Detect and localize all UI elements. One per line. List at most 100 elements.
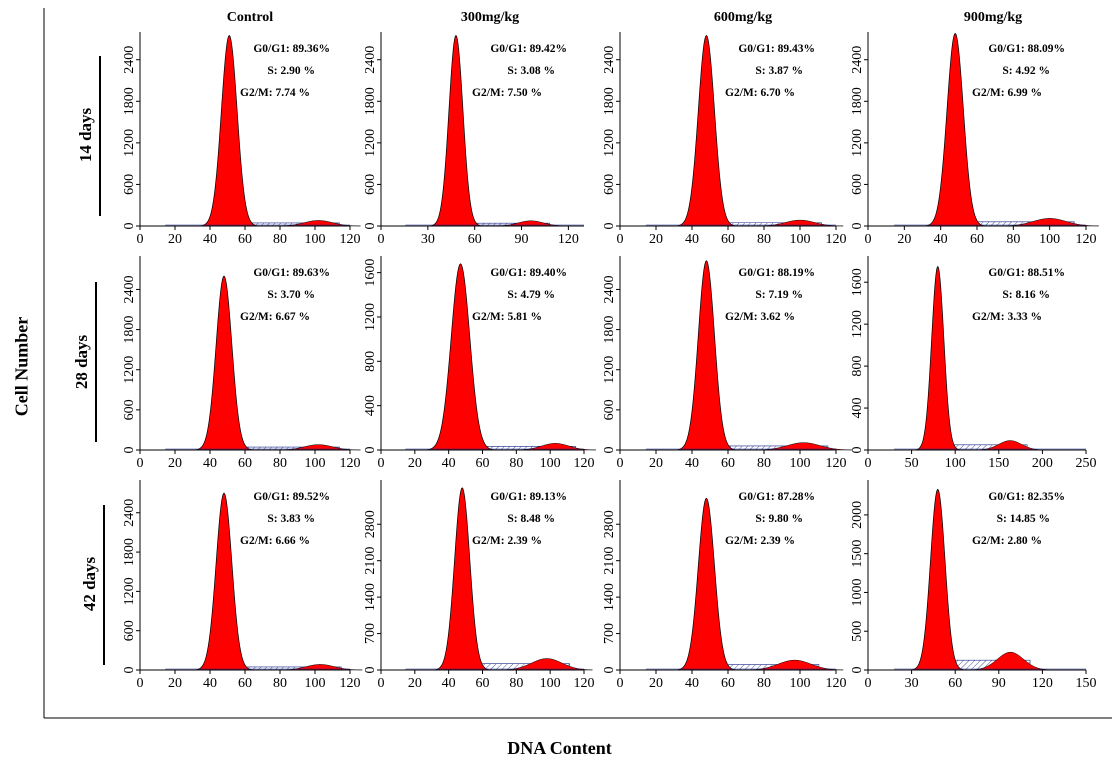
x-tick-label: 0: [865, 456, 872, 471]
y-tick-label: 0: [850, 223, 865, 230]
y-tick-label: 0: [122, 447, 137, 454]
column-header-900: 900mg/kg: [963, 10, 1023, 25]
x-tick-label: 40: [442, 456, 456, 471]
g2m-percent-label: G2/M: 6.66 %: [240, 535, 310, 547]
y-tick-label: 1200: [363, 303, 378, 331]
g2m-peak: [970, 651, 1050, 671]
y-tick-label: 0: [850, 667, 865, 674]
x-tick-label: 0: [137, 676, 144, 691]
g0g1-percent-label: G0/G1: 82.35%: [988, 491, 1065, 503]
histogram-42-days-300mg-kg: 0 20 40 60 80 100 120 0 700 1400 2100 2800 G0/G1: 89…: [363, 480, 595, 691]
g0g1-peak: [922, 32, 989, 227]
s-phase-percent-label: S: 3.83 %: [267, 513, 315, 525]
x-tick-label: 0: [617, 676, 624, 691]
x-tick-label: 0: [378, 232, 385, 247]
x-tick-label: 150: [988, 456, 1009, 471]
row-bar-28: [95, 282, 97, 442]
y-tick-label: 800: [363, 351, 378, 372]
y-tick-label: 0: [602, 667, 617, 674]
x-tick-label: 0: [617, 456, 624, 471]
y-tick-label: 1600: [850, 268, 865, 296]
x-tick-label: 0: [137, 456, 144, 471]
y-tick-label: 600: [122, 620, 137, 641]
y-tick-label: 600: [122, 174, 137, 195]
s-phase-percent-label: S: 3.70 %: [267, 289, 315, 301]
y-tick-label: 600: [602, 399, 617, 420]
y-tick-label: 1400: [602, 583, 617, 611]
g0g1-percent-label: G0/G1: 89.52%: [253, 491, 330, 503]
y-tick-label: 1800: [122, 87, 137, 115]
x-tick-label: 100: [790, 456, 811, 471]
g0g1-percent-label: G0/G1: 89.63%: [253, 267, 330, 279]
y-tick-label: 600: [850, 174, 865, 195]
x-tick-label: 120: [340, 232, 361, 247]
x-tick-label: 20: [649, 232, 663, 247]
g2m-peak: [276, 220, 361, 227]
y-tick-label: 2400: [122, 275, 137, 303]
x-tick-label: 80: [273, 232, 287, 247]
column-header-control: Control: [226, 10, 274, 25]
x-tick-label: 0: [865, 676, 872, 691]
x-tick-label: 100: [540, 676, 561, 691]
x-tick-label: 20: [897, 232, 911, 247]
x-tick-label: 20: [408, 676, 422, 691]
g0g1-percent-label: G0/G1: 88.19%: [738, 267, 815, 279]
x-tick-label: 120: [558, 232, 579, 247]
x-tick-label: 90: [515, 232, 529, 247]
x-tick-label: 40: [442, 676, 456, 691]
g0g1-peak: [422, 263, 499, 451]
y-tick-label: 2400: [602, 275, 617, 303]
y-tick-label: 1200: [122, 356, 137, 384]
row-bar-42: [103, 505, 105, 665]
y-tick-label: 1200: [602, 356, 617, 384]
x-tick-label: 40: [934, 232, 948, 247]
g2m-percent-label: G2/M: 7.74 %: [240, 87, 310, 99]
g0g1-peak: [673, 497, 740, 671]
x-tick-label: 60: [238, 676, 252, 691]
x-tick-label: 30: [421, 232, 435, 247]
x-tick-label: 80: [509, 676, 523, 691]
y-tick-label: 0: [363, 667, 378, 674]
g0g1-peak: [431, 487, 493, 671]
x-tick-label: 40: [685, 676, 699, 691]
x-tick-label: 60: [721, 456, 735, 471]
g2m-percent-label: G2/M: 2.80 %: [972, 535, 1042, 547]
y-tick-label: 2800: [363, 510, 378, 538]
histogram-28-days-900mg-kg: 0 50 100 150 200 250 0 400 800 1200 1600 G0/G1: 88.…: [850, 256, 1097, 471]
x-tick-label: 20: [649, 676, 663, 691]
g0g1-peak: [427, 34, 485, 227]
y-tick-label: 1200: [850, 310, 865, 338]
y-tick-label: 1800: [363, 87, 378, 115]
g0g1-percent-label: G0/G1: 89.36%: [253, 43, 330, 55]
x-tick-label: 20: [168, 232, 182, 247]
g0g1-peak: [912, 265, 963, 451]
y-tick-label: 1800: [850, 87, 865, 115]
g2m-percent-label: G2/M: 5.81 %: [472, 311, 542, 323]
g2m-percent-label: G2/M: 7.50 %: [472, 87, 542, 99]
y-tick-label: 1800: [122, 538, 137, 566]
x-tick-label: 40: [203, 456, 217, 471]
x-tick-label: 60: [721, 676, 735, 691]
x-tick-label: 40: [203, 676, 217, 691]
y-tick-label: 1800: [122, 316, 137, 344]
y-tick-label: 2000: [850, 501, 865, 529]
s-phase-percent-label: S: 9.80 %: [755, 513, 803, 525]
x-axis-label: DNA Content: [507, 738, 612, 758]
x-tick-label: 150: [1076, 676, 1097, 691]
x-tick-label: 20: [168, 676, 182, 691]
y-tick-label: 0: [122, 223, 137, 230]
x-tick-label: 120: [1032, 676, 1053, 691]
y-tick-label: 0: [122, 667, 137, 674]
s-phase-percent-label: S: 14.85 %: [997, 513, 1050, 525]
g0g1-percent-label: G0/G1: 89.43%: [738, 43, 815, 55]
y-tick-label: 1000: [850, 578, 865, 606]
y-tick-label: 800: [850, 356, 865, 377]
x-tick-label: 120: [340, 676, 361, 691]
g0g1-peak: [673, 260, 740, 451]
